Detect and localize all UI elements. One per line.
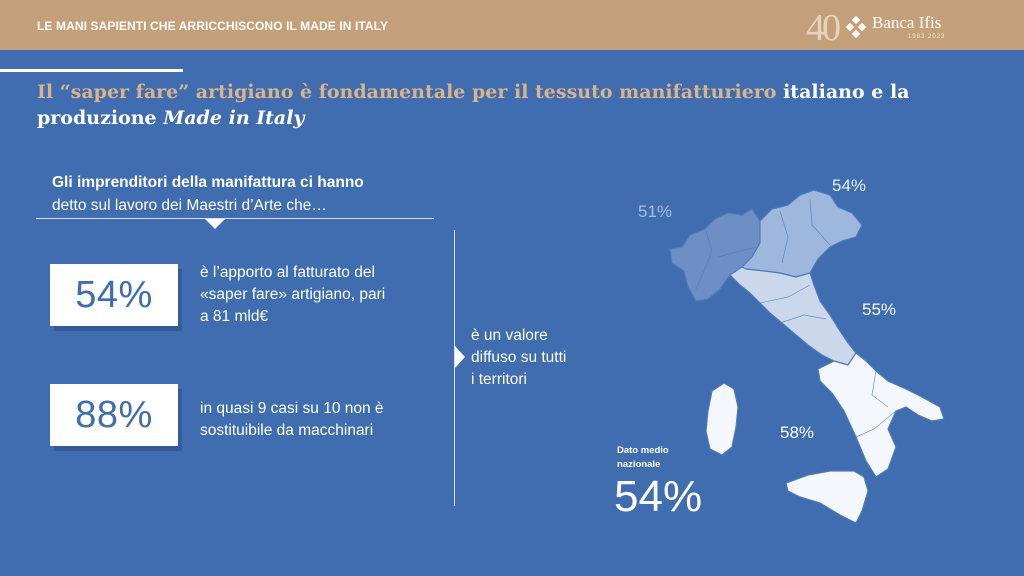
stat-desc-line: in quasi 9 casi su 10 non è xyxy=(200,400,384,417)
national-average-value: 54% xyxy=(614,472,703,521)
stat-description-revenue: è l’apporto al fatturato del «saper fare… xyxy=(200,262,440,328)
accent-line xyxy=(0,69,183,72)
stat-description-irreplaceable: in quasi 9 casi su 10 non è sostituibile… xyxy=(200,398,440,442)
top-bar: LE MANI SAPIENTI CHE ARRICCHISCONO IL MA… xyxy=(0,0,1024,50)
stat-desc-line: a 81 mld€ xyxy=(200,308,269,325)
brand-name: Banca Ifis xyxy=(872,13,942,32)
stat-desc-line: sostituibile da macchinari xyxy=(200,422,374,439)
map-label-centro: 55% xyxy=(862,300,897,319)
headline-white: italiano e la produzione xyxy=(37,81,910,129)
stat-desc-line: è l’apporto al fatturato del xyxy=(200,264,375,281)
stat-value: 88% xyxy=(75,393,153,436)
italy-map xyxy=(669,189,945,524)
intro-bold: Gli imprenditori della manifattura ci ha… xyxy=(52,174,364,191)
banca-ifis-diamond-logo-icon xyxy=(845,16,867,38)
anniversary-number: 40 xyxy=(806,7,841,49)
intro-divider xyxy=(36,218,434,219)
intro-normal: detto sul lavoro dei Maestri d’Arte che… xyxy=(52,197,327,214)
header-title: LE MANI SAPIENTI CHE ARRICCHISCONO IL MA… xyxy=(37,19,389,33)
middle-line: i territori xyxy=(471,371,527,388)
map-label-nord-ovest: 51% xyxy=(638,202,673,221)
national-label-line: nazionale xyxy=(617,459,661,470)
map-region-nord-est xyxy=(741,189,863,278)
map-region-centro xyxy=(729,266,857,366)
intro-text: Gli imprenditori della manifattura ci ha… xyxy=(52,171,432,217)
stat-value: 54% xyxy=(75,273,153,316)
middle-line: diffuso su tutti xyxy=(471,349,567,366)
vertical-divider xyxy=(454,230,455,506)
map-label-sud-isole: 58% xyxy=(780,423,815,442)
map-region-sicilia xyxy=(785,470,869,524)
stat-box-revenue: 54% xyxy=(50,264,178,326)
intro-pointer-icon xyxy=(205,219,225,229)
stat-box-irreplaceable: 88% xyxy=(50,384,178,446)
headline-italic: Made in Italy xyxy=(163,107,305,129)
chevron-right-icon xyxy=(455,346,465,368)
anniversary-years: 1983 2023 xyxy=(908,34,946,40)
stat-desc-line: «saper fare» artigiano, pari xyxy=(200,286,386,303)
map-region-sud xyxy=(817,352,945,478)
headline-gold: Il “saper fare” artigiano è fondamentale… xyxy=(37,81,784,103)
middle-statement: è un valore diffuso su tutti i territori xyxy=(471,325,621,391)
banca-ifis-logo: 40 Banca Ifis 1983 2023 xyxy=(806,7,976,49)
middle-line: è un valore xyxy=(471,327,548,344)
page-headline: Il “saper fare” artigiano è fondamentale… xyxy=(37,79,977,131)
map-label-nord-est: 54% xyxy=(832,176,867,195)
national-label-line: Dato medio xyxy=(617,445,669,456)
national-average-label: Dato medio nazionale xyxy=(617,444,707,472)
map-region-sardegna xyxy=(705,382,739,456)
